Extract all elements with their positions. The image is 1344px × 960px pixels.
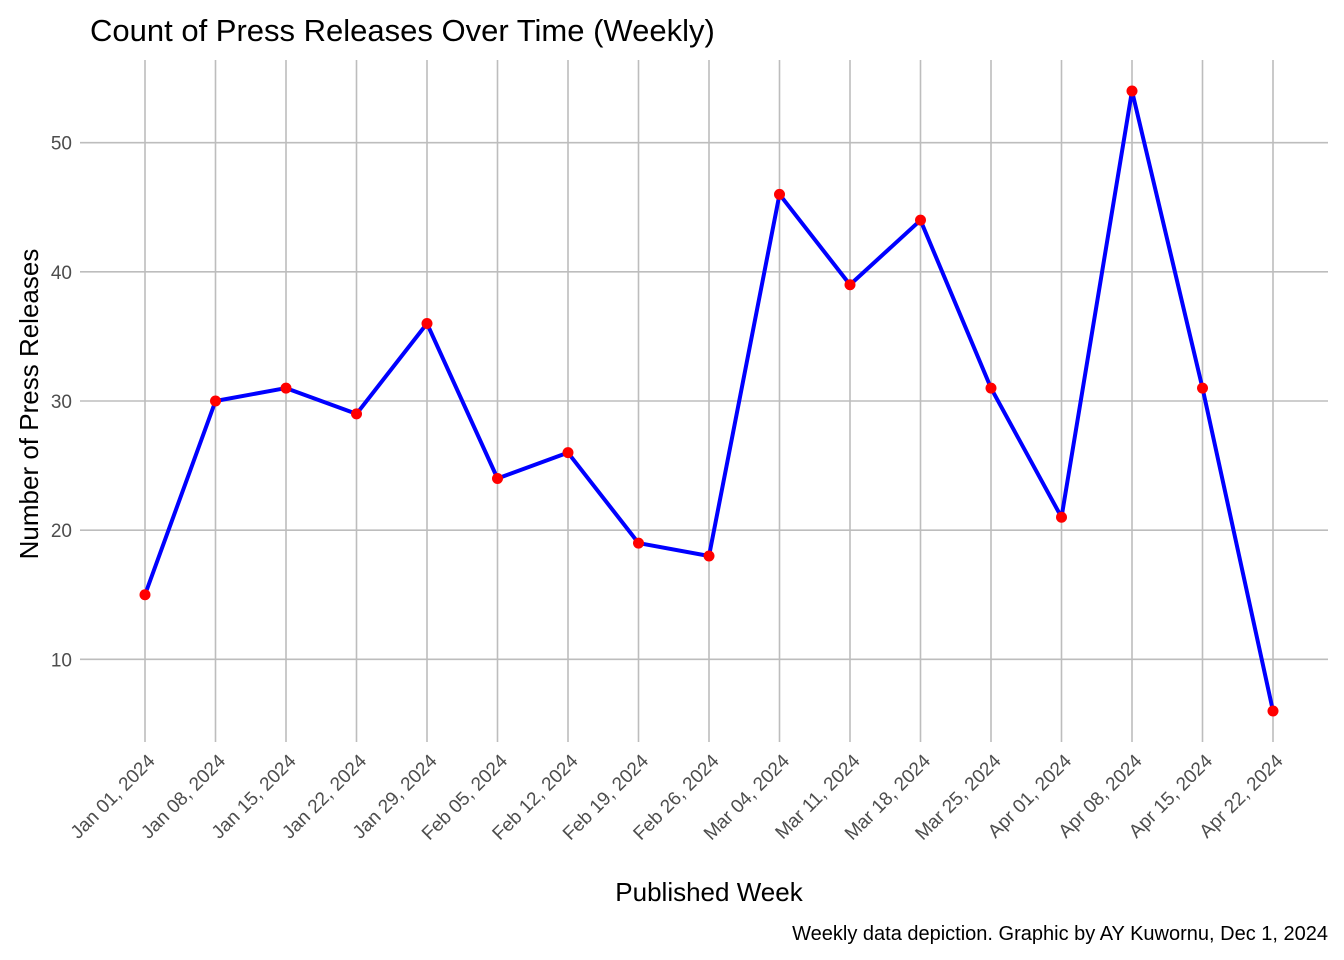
data-point	[703, 550, 715, 562]
data-point	[844, 279, 856, 291]
data-point	[774, 188, 785, 200]
chart-caption: Weekly data depiction. Graphic by AY Kuw…	[792, 923, 1328, 945]
data-point	[1056, 511, 1067, 523]
y-tick-label: 40	[51, 263, 72, 284]
data-point	[985, 382, 997, 394]
data-point	[210, 395, 221, 407]
data-point	[562, 447, 574, 459]
y-tick-label: 10	[51, 650, 72, 671]
y-axis-title: Number of Press Releases	[14, 249, 44, 560]
y-tick-label: 20	[51, 521, 72, 542]
data-point	[1267, 705, 1279, 717]
data-point	[492, 473, 503, 484]
series-press-releases	[139, 85, 1279, 717]
grid	[80, 60, 1328, 742]
data-point	[139, 589, 151, 601]
data-point	[351, 408, 362, 420]
y-tick-label: 50	[51, 134, 72, 155]
data-point	[421, 318, 433, 329]
data-point	[1126, 85, 1138, 97]
data-point	[280, 382, 292, 394]
x-axis-title: Published Week	[615, 877, 803, 907]
y-axis-ticks: 10 20 30 40 50	[51, 134, 72, 672]
data-point	[915, 214, 926, 226]
y-tick-label: 30	[51, 392, 72, 413]
chart-title: Count of Press Releases Over Time (Weekl…	[90, 13, 715, 48]
data-point	[1197, 382, 1208, 394]
data-point	[633, 537, 644, 549]
